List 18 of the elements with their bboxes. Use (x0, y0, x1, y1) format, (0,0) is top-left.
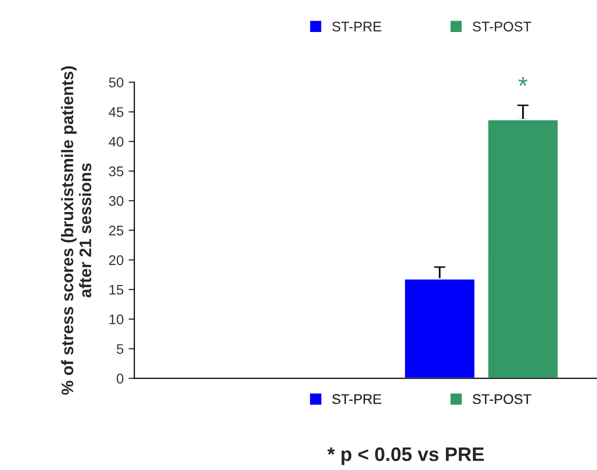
y-tick-label: 25 (109, 226, 124, 236)
y-tick-label: 35 (108, 166, 124, 176)
legend-label: ST-POST (472, 394, 532, 404)
annotation: * (518, 77, 528, 86)
y-tick-label: 10 (110, 314, 124, 324)
y-tick-label: 50 (109, 78, 124, 88)
y-tick-label: 0 (116, 374, 124, 384)
text: * p < 0.05 vs PRE (327, 447, 484, 465)
y-tick-label: 45 (108, 107, 124, 118)
y-tick-label: 30 (108, 196, 124, 206)
text: ST-PRE (332, 22, 382, 32)
y-axis-title: % of stress scores (bruxistsmile patients) after 21 sessions (61, 66, 92, 395)
y-tick-label: 20 (109, 255, 124, 266)
text: ST-POST (472, 22, 532, 32)
y-tick-label: 40 (108, 136, 124, 147)
y-tick-label: 15 (110, 284, 124, 295)
legend-label: ST-PRE (332, 394, 382, 404)
y-tick-label: 5 (116, 344, 124, 354)
